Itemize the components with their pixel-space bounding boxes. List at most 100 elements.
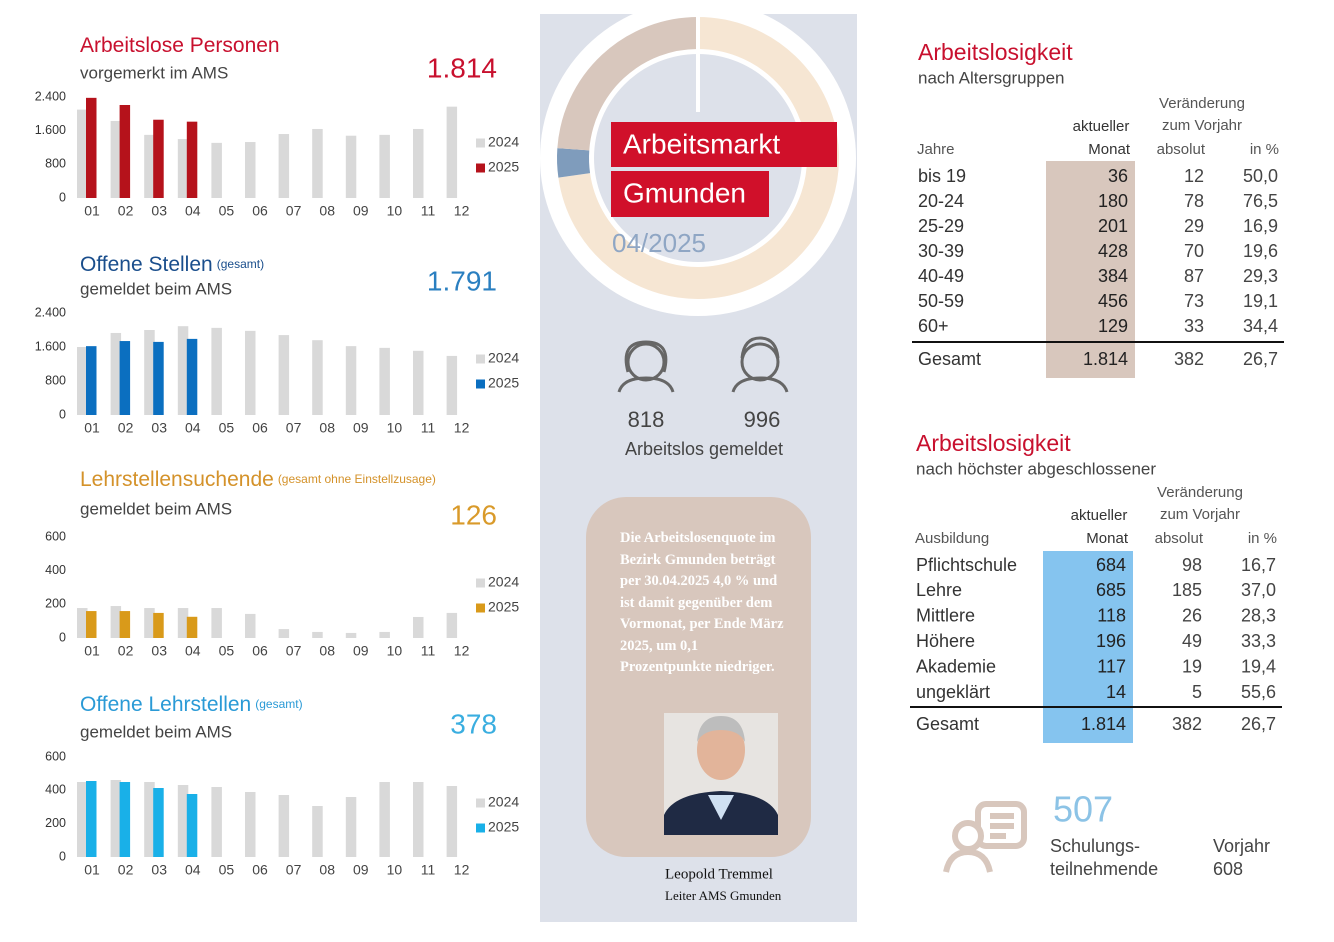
bar bbox=[278, 134, 290, 198]
header: Jahre bbox=[917, 141, 955, 158]
bar bbox=[312, 340, 323, 415]
bar bbox=[77, 347, 88, 415]
bar bbox=[345, 632, 357, 638]
y-tick-label: 400 bbox=[45, 783, 66, 797]
bar bbox=[211, 142, 222, 198]
bar bbox=[312, 806, 323, 857]
x-tick-label: 01 bbox=[84, 862, 100, 878]
bar bbox=[110, 606, 122, 638]
bar bbox=[77, 109, 88, 198]
percent-change: 26,7 bbox=[1241, 714, 1276, 734]
headline-number: 378 bbox=[450, 708, 497, 739]
x-tick-label: 07 bbox=[286, 862, 302, 878]
legend-swatch bbox=[476, 823, 485, 833]
bar bbox=[245, 613, 256, 638]
bar bbox=[186, 794, 198, 857]
donut-segment bbox=[557, 17, 699, 151]
x-tick-label: 07 bbox=[286, 420, 302, 436]
y-tick-label: 800 bbox=[45, 373, 66, 387]
absolute-change: 49 bbox=[1182, 631, 1202, 651]
x-tick-label: 05 bbox=[219, 420, 235, 436]
title-text: Arbeitslose Personen bbox=[80, 34, 280, 57]
absolute-change: 19 bbox=[1182, 656, 1202, 676]
absolute-change: 87 bbox=[1184, 266, 1204, 286]
header: absolut bbox=[1157, 141, 1206, 158]
legend-label: 2025 bbox=[488, 159, 519, 175]
y-tick-label: 600 bbox=[45, 749, 66, 763]
percent-change: 29,3 bbox=[1243, 266, 1278, 286]
x-tick-label: 09 bbox=[353, 420, 369, 436]
x-tick-label: 10 bbox=[387, 420, 403, 436]
title-line: Gmunden bbox=[623, 177, 746, 208]
absolute-change: 5 bbox=[1192, 682, 1202, 702]
bar bbox=[77, 782, 88, 857]
bar bbox=[278, 629, 290, 638]
x-tick-label: 10 bbox=[387, 643, 403, 659]
x-tick-label: 12 bbox=[454, 203, 470, 219]
row-label: 40-49 bbox=[918, 266, 964, 286]
x-tick-label: 11 bbox=[421, 420, 436, 436]
legend-swatch bbox=[476, 798, 485, 808]
bar bbox=[186, 616, 198, 638]
bar bbox=[379, 134, 390, 198]
chart-title: Lehrstellensuchende (gesamt ohne Einstell… bbox=[80, 468, 436, 491]
header: in % bbox=[1248, 530, 1277, 547]
count-caption: Arbeitslos gemeldet bbox=[625, 439, 783, 459]
legend-label: 2025 bbox=[488, 599, 519, 615]
current-value: 180 bbox=[1098, 191, 1128, 211]
x-tick-label: 05 bbox=[219, 203, 235, 219]
training-value: 507 bbox=[1053, 789, 1113, 830]
title-box bbox=[611, 171, 769, 217]
woman-icon bbox=[617, 340, 675, 393]
row-label: 20-24 bbox=[918, 191, 964, 211]
absolute-change: 29 bbox=[1184, 216, 1204, 236]
bar bbox=[446, 106, 458, 198]
bar bbox=[446, 786, 458, 857]
donut bbox=[557, 17, 839, 299]
header: Monat bbox=[1088, 141, 1131, 158]
row-label: Mittlere bbox=[916, 606, 975, 626]
bar bbox=[379, 782, 390, 857]
headline-number: 1.791 bbox=[427, 265, 497, 296]
x-tick-label: 06 bbox=[252, 420, 268, 436]
x-tick-label: 02 bbox=[118, 862, 134, 878]
x-tick-label: 06 bbox=[252, 862, 268, 878]
title-note: (gesamt) bbox=[217, 257, 264, 271]
bar bbox=[177, 326, 189, 415]
legend-swatch bbox=[476, 163, 485, 173]
bar bbox=[379, 347, 390, 415]
percent-change: 55,6 bbox=[1241, 682, 1276, 702]
bar bbox=[278, 335, 290, 415]
men-count: 996 bbox=[744, 407, 781, 432]
current-value: 685 bbox=[1096, 580, 1126, 600]
current-value: 117 bbox=[1097, 656, 1126, 676]
x-tick-label: 09 bbox=[353, 203, 369, 219]
chart-title: Arbeitslose Personen bbox=[80, 34, 280, 57]
y-tick-label: 1.600 bbox=[35, 123, 66, 137]
current-value: 129 bbox=[1098, 316, 1128, 336]
x-tick-label: 10 bbox=[387, 862, 403, 878]
absolute-change: 33 bbox=[1184, 316, 1204, 336]
table-subtitle: nach Altersgruppen bbox=[918, 68, 1065, 87]
x-tick-label: 09 bbox=[353, 862, 369, 878]
bar bbox=[211, 327, 222, 415]
absolute-change: 382 bbox=[1174, 349, 1204, 369]
period: 04/2025 bbox=[612, 228, 706, 258]
row-label: Pflichtschule bbox=[916, 555, 1017, 575]
x-tick-label: 04 bbox=[185, 643, 201, 659]
percent-change: 50,0 bbox=[1243, 166, 1278, 186]
x-tick-label: 11 bbox=[421, 862, 436, 878]
bar bbox=[144, 330, 155, 415]
y-tick-label: 400 bbox=[45, 563, 66, 577]
x-tick-label: 04 bbox=[185, 203, 201, 219]
chart-subtitle: vorgemerkt im AMS bbox=[80, 63, 228, 82]
bar bbox=[345, 135, 357, 198]
x-tick-label: 12 bbox=[454, 420, 470, 436]
row-label: 60+ bbox=[918, 316, 949, 336]
bar bbox=[446, 355, 458, 415]
bar bbox=[77, 608, 88, 638]
man-icon bbox=[731, 336, 789, 393]
percent-change: 19,4 bbox=[1241, 656, 1276, 676]
current-value: 428 bbox=[1098, 241, 1128, 261]
absolute-change: 78 bbox=[1184, 191, 1204, 211]
